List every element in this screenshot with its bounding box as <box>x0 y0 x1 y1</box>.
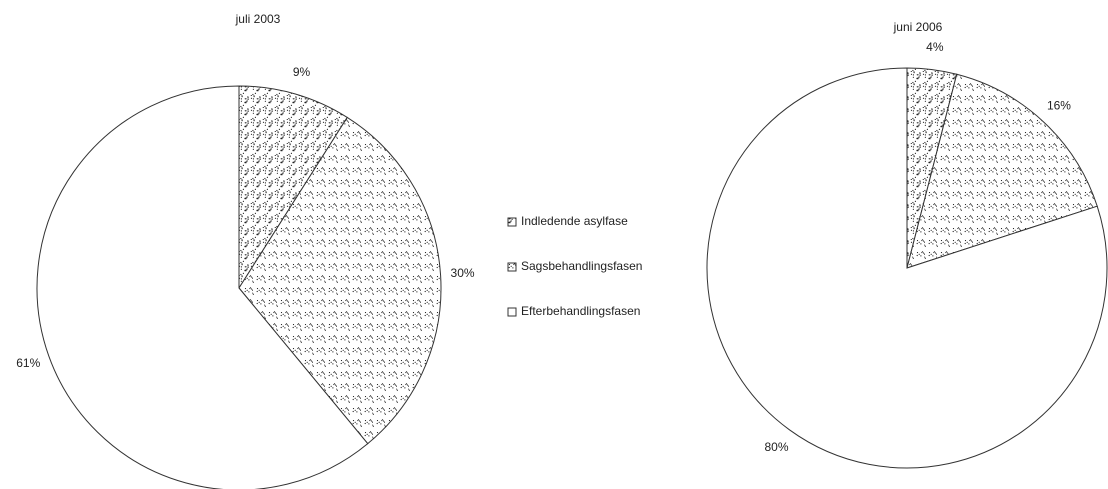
chart-title: juni 2006 <box>893 20 943 34</box>
data-label: 30% <box>451 266 475 280</box>
data-label: 4% <box>926 40 944 54</box>
pie-slice <box>706 67 1108 469</box>
legend-label: Efterbehandlingsfasen <box>521 304 640 318</box>
pie-slice <box>906 73 1098 269</box>
pie-slice <box>238 85 348 290</box>
legend-swatch <box>507 217 517 227</box>
pie-slice <box>238 116 442 445</box>
data-label: 80% <box>764 440 788 454</box>
pie-slice <box>36 85 369 489</box>
data-label: 16% <box>1047 98 1071 112</box>
legend-swatch <box>507 262 517 272</box>
data-label: 9% <box>293 65 311 79</box>
data-label: 61% <box>16 356 40 370</box>
legend-swatch <box>507 307 517 317</box>
legend-label: Indledende asylfase <box>521 214 628 228</box>
legend-label: Sagsbehandlingsfasen <box>521 259 642 273</box>
chart-title: juli 2003 <box>235 12 281 26</box>
